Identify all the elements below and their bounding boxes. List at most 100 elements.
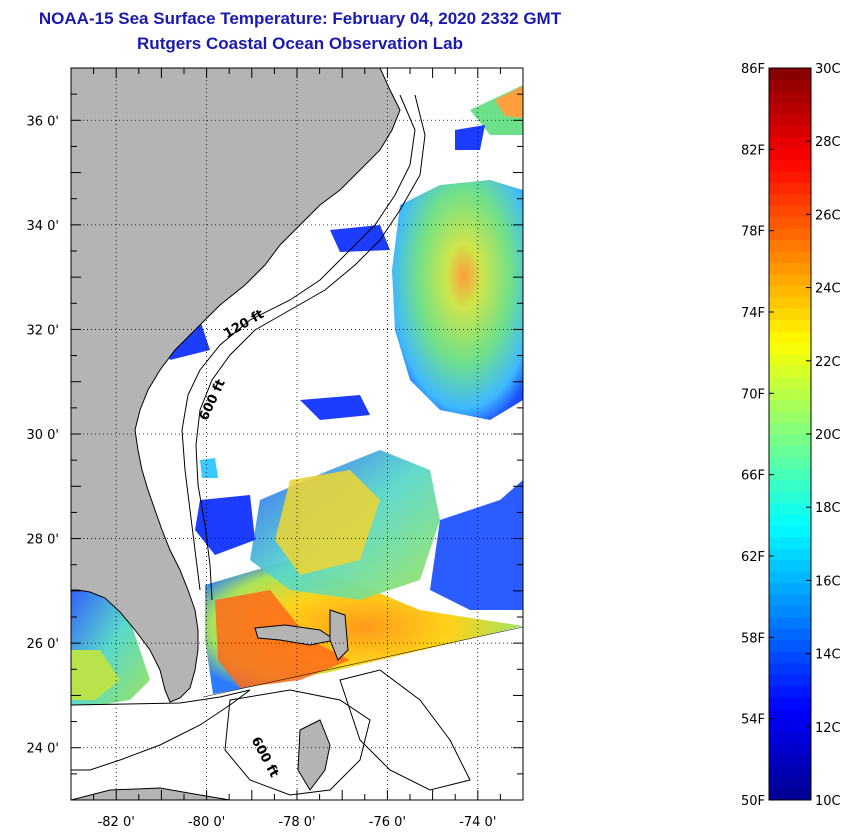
lat-tick-label: 24 0': [26, 742, 59, 757]
lat-tick-label: 28 0': [26, 533, 59, 548]
colorbar-band: [769, 445, 811, 458]
colorbar-f-label: 58F: [741, 631, 765, 646]
colorbar-c-label: 18C: [815, 501, 841, 516]
colorbar-band: [769, 674, 811, 687]
land-us-southeast: [71, 68, 401, 703]
graticule: [71, 68, 523, 800]
colorbar-band: [769, 651, 811, 664]
sst-west-gulf-warm: [71, 650, 120, 700]
colorbar-f-label: 50F: [741, 794, 765, 809]
latitude-labels: 24 0' 26 0' 28 0' 30 0' 32 0' 34 0' 36 0': [26, 114, 59, 756]
colorbar-band: [769, 788, 811, 801]
axis-ticks: [70, 67, 524, 801]
sst-plume-core: [275, 470, 380, 575]
colorbar-f-label: 66F: [741, 469, 765, 484]
colorbar-band: [769, 319, 811, 332]
colorbar-band: [769, 502, 811, 515]
colorbar-band: [769, 148, 811, 160]
contour-600ft: [195, 94, 426, 601]
colorbar-c-label: 30C: [815, 62, 841, 77]
colorbar-band: [769, 376, 811, 389]
colorbar-fahrenheit-labels: 86F 82F 78F 74F 70F 66F 62F 58F 54F 50F: [741, 62, 774, 809]
bank-outline-2: [339, 669, 471, 791]
colorbar-band: [769, 639, 811, 652]
land-bahamas-andros: [297, 719, 331, 791]
sst-scatter-7: [200, 458, 218, 478]
lon-tick-label: -74 0': [459, 815, 496, 830]
colorbar-scale: [769, 68, 811, 801]
lat-tick-label: 34 0': [26, 219, 59, 234]
longitude-labels: -82 0' -80 0' -78 0' -76 0' -74 0': [98, 815, 497, 830]
colorbar-band: [769, 731, 811, 744]
colorbar-band: [769, 216, 811, 229]
land-abaco: [329, 609, 349, 661]
land-cuba: [71, 689, 251, 771]
colorbar-band: [769, 273, 811, 286]
colorbar-c-label: 20C: [815, 428, 841, 443]
colorbar-band: [769, 262, 811, 275]
colorbar-band: [769, 571, 811, 584]
colorbar-band: [769, 331, 811, 343]
colorbar-band: [769, 719, 811, 732]
colorbar-c-label: 26C: [815, 208, 841, 223]
lat-tick-label: 26 0': [26, 637, 59, 652]
colorbar-band: [769, 422, 811, 435]
colorbar-band: [769, 697, 811, 709]
colorbar-band: [769, 125, 811, 138]
colorbar-celsius-labels: 30C 28C 26C 24C 22C 20C 18C 16C 14C 12C 10C: [806, 62, 841, 809]
colorbar-f-label: 78F: [741, 225, 765, 240]
colorbar-band: [769, 708, 811, 721]
swath-edge: [202, 626, 523, 698]
colorbar-band: [769, 559, 811, 572]
colorbar-band: [769, 251, 811, 263]
colorbar-band: [769, 170, 811, 183]
colorbar-band: [769, 434, 811, 446]
land-gulf-bottom: [71, 787, 231, 800]
colorbar-c-label: 12C: [815, 721, 841, 736]
colorbar-band: [769, 90, 811, 103]
map-subtitle: Rutgers Coastal Ocean Observation Lab: [137, 34, 463, 53]
colorbar-band: [769, 205, 811, 218]
lon-tick-label: -82 0': [98, 815, 135, 830]
colorbar-band: [769, 685, 811, 698]
colorbar-band: [769, 765, 811, 778]
colorbar-c-label: 24C: [815, 282, 841, 297]
colorbar-band: [769, 662, 811, 675]
sst-data-layer: [71, 85, 523, 705]
colorbar-c-label: 16C: [815, 574, 841, 589]
lon-tick-label: -80 0': [188, 815, 225, 830]
colorbar-f-label: 70F: [741, 387, 765, 402]
bank-outline-1: [224, 689, 371, 796]
colorbar-band: [769, 182, 811, 195]
colorbar-band: [769, 68, 811, 80]
colorbar-c-label: 14C: [815, 648, 841, 663]
colorbar-band: [769, 193, 811, 206]
colorbar-band: [769, 113, 811, 126]
sst-offshore-blob: [392, 180, 523, 420]
colorbar-band: [769, 159, 811, 172]
colorbar-band: [769, 582, 811, 595]
sst-scatter-5: [430, 480, 523, 610]
colorbar-band: [769, 399, 811, 412]
sst-scatter-1: [195, 495, 255, 555]
colorbar-band: [769, 742, 811, 755]
sst-north-warm: [495, 86, 523, 118]
map-title: NOAA-15 Sea Surface Temperature: Februar…: [38, 9, 562, 28]
colorbar-band: [769, 308, 811, 321]
colorbar-band: [769, 136, 811, 149]
colorbar-f-label: 54F: [741, 713, 765, 728]
colorbar-band: [769, 754, 811, 767]
colorbar-band: [769, 617, 811, 629]
colorbar-c-label: 10C: [815, 794, 841, 809]
colorbar-f-label: 74F: [741, 306, 765, 321]
lat-tick-label: 36 0': [26, 114, 59, 129]
lon-tick-label: -76 0': [369, 815, 406, 830]
colorbar-band: [769, 514, 811, 526]
lat-tick-label: 30 0': [26, 428, 59, 443]
colorbar-band: [769, 342, 811, 355]
land-grand-bahama: [254, 624, 337, 646]
colorbar-c-label: 22C: [815, 355, 841, 370]
contour-120ft: [181, 94, 416, 591]
